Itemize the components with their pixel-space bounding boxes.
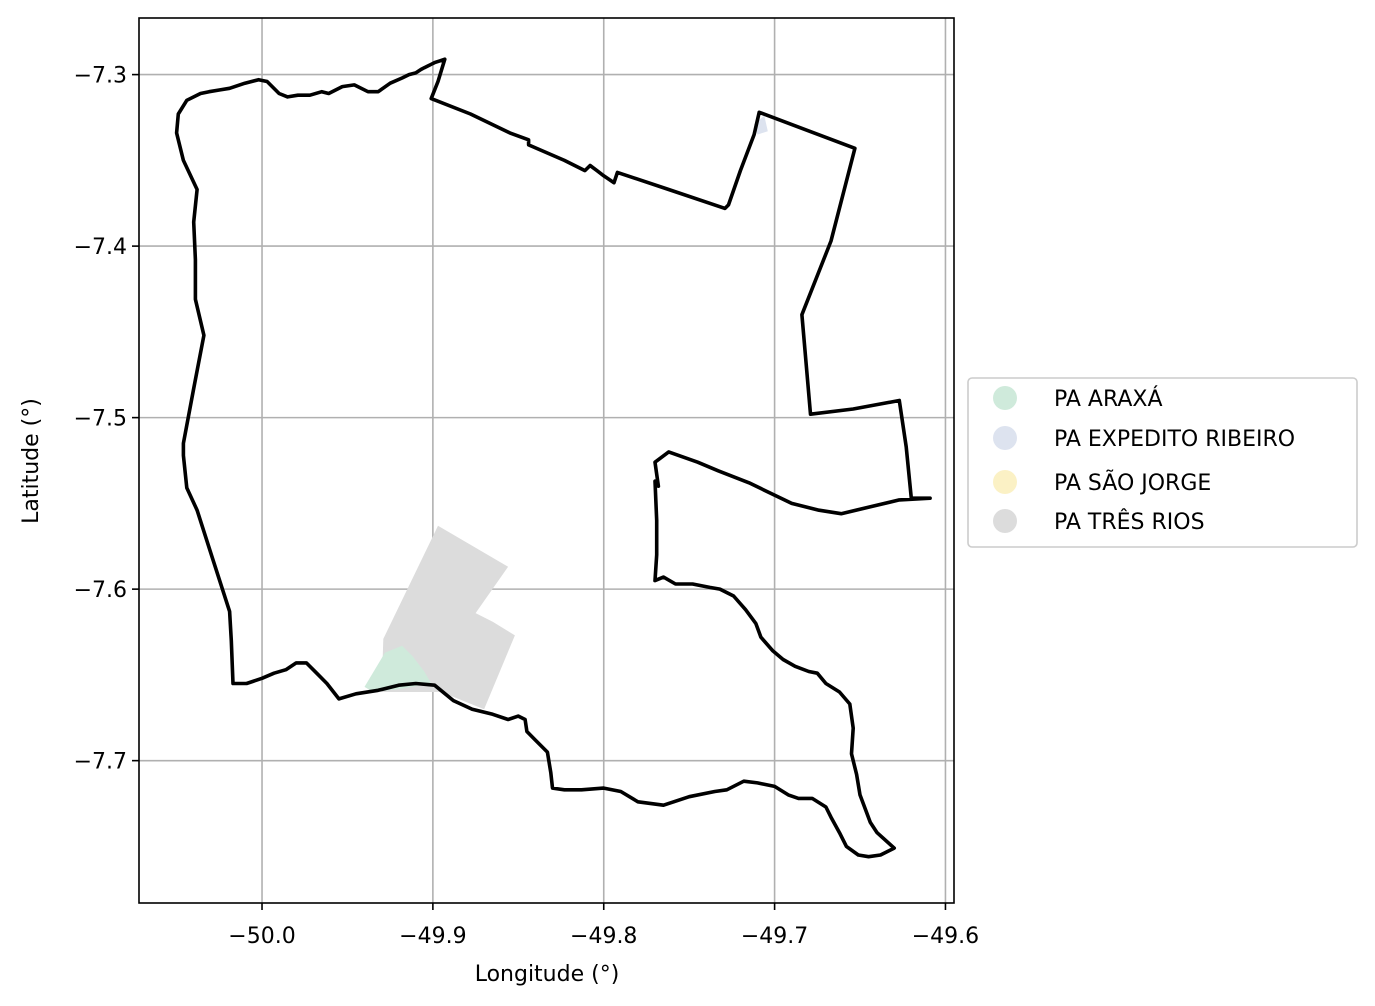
y-tick-label: −7.7 xyxy=(74,750,127,775)
axis-ticks: −50.0 −49.9 −49.8 −49.7 −49.6 −7.3 −7.4 −7.5 −7.… xyxy=(74,64,980,949)
y-tick-label: −7.3 xyxy=(74,64,127,89)
municipality-boundary xyxy=(174,57,932,859)
x-tick-label: −49.7 xyxy=(741,924,808,949)
legend-label: PA SÃO JORGE xyxy=(1054,469,1211,496)
legend-frame xyxy=(967,377,1358,548)
legend-entry-3: PA SÃO JORGE xyxy=(993,469,1211,496)
boundary-line xyxy=(174,57,932,859)
y-tick-label: −7.5 xyxy=(74,407,127,432)
region-pa-expedito-ribeiro xyxy=(754,115,768,135)
legend: PA ARAXÁ PA EXPEDITO RIBEIRO PA SÃO JORG… xyxy=(967,377,1358,548)
legend-entry-4: PA TRÊS RIOS xyxy=(993,509,1205,535)
y-axis-label: Latitude (°) xyxy=(19,398,44,524)
region-pa-araxa xyxy=(364,645,432,692)
legend-label: PA EXPEDITO RIBEIRO xyxy=(1054,427,1295,452)
gridlines xyxy=(139,18,954,903)
x-tick-label: −49.8 xyxy=(570,924,637,949)
x-tick-label: −49.9 xyxy=(399,924,466,949)
legend-marker xyxy=(993,509,1017,533)
legend-marker xyxy=(993,426,1017,450)
legend-marker xyxy=(993,470,1017,494)
x-tick-label: −50.0 xyxy=(228,924,295,949)
legend-marker xyxy=(993,386,1017,410)
legend-entry-2: PA EXPEDITO RIBEIRO xyxy=(993,426,1295,452)
plot-area: −50.0 −49.9 −49.8 −49.7 −49.6 −7.3 −7.4 −7.5 −7.… xyxy=(74,17,980,949)
legend-entry-1: PA ARAXÁ xyxy=(993,386,1163,412)
settlement-regions xyxy=(364,115,768,710)
plot-frame xyxy=(138,17,955,904)
x-tick-label: −49.6 xyxy=(912,924,979,949)
y-tick-label: −7.4 xyxy=(74,235,127,260)
x-axis-label: Longitude (°) xyxy=(475,962,620,987)
legend-label: PA ARAXÁ xyxy=(1054,386,1163,412)
legend-label: PA TRÊS RIOS xyxy=(1054,509,1205,535)
y-tick-label: −7.6 xyxy=(74,578,127,603)
